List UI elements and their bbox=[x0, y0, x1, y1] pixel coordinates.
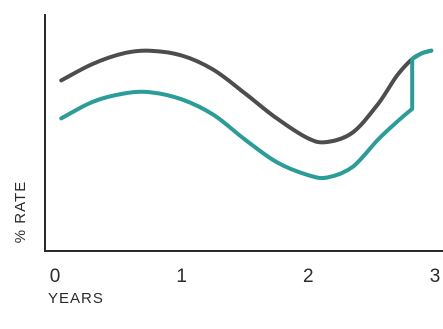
series-line-2 bbox=[59, 48, 434, 181]
x-tick-label: 0 bbox=[50, 266, 61, 287]
x-tick-label: 3 bbox=[430, 266, 441, 287]
series-line-1 bbox=[59, 48, 434, 145]
x-tick-labels: 0 1 2 3 bbox=[50, 266, 441, 287]
y-axis-title: % RATE bbox=[12, 181, 29, 243]
x-tick-label: 1 bbox=[176, 266, 187, 287]
x-tick-label: 2 bbox=[303, 266, 314, 287]
x-axis-title: YEARS bbox=[48, 290, 104, 307]
series-layer bbox=[59, 48, 434, 181]
